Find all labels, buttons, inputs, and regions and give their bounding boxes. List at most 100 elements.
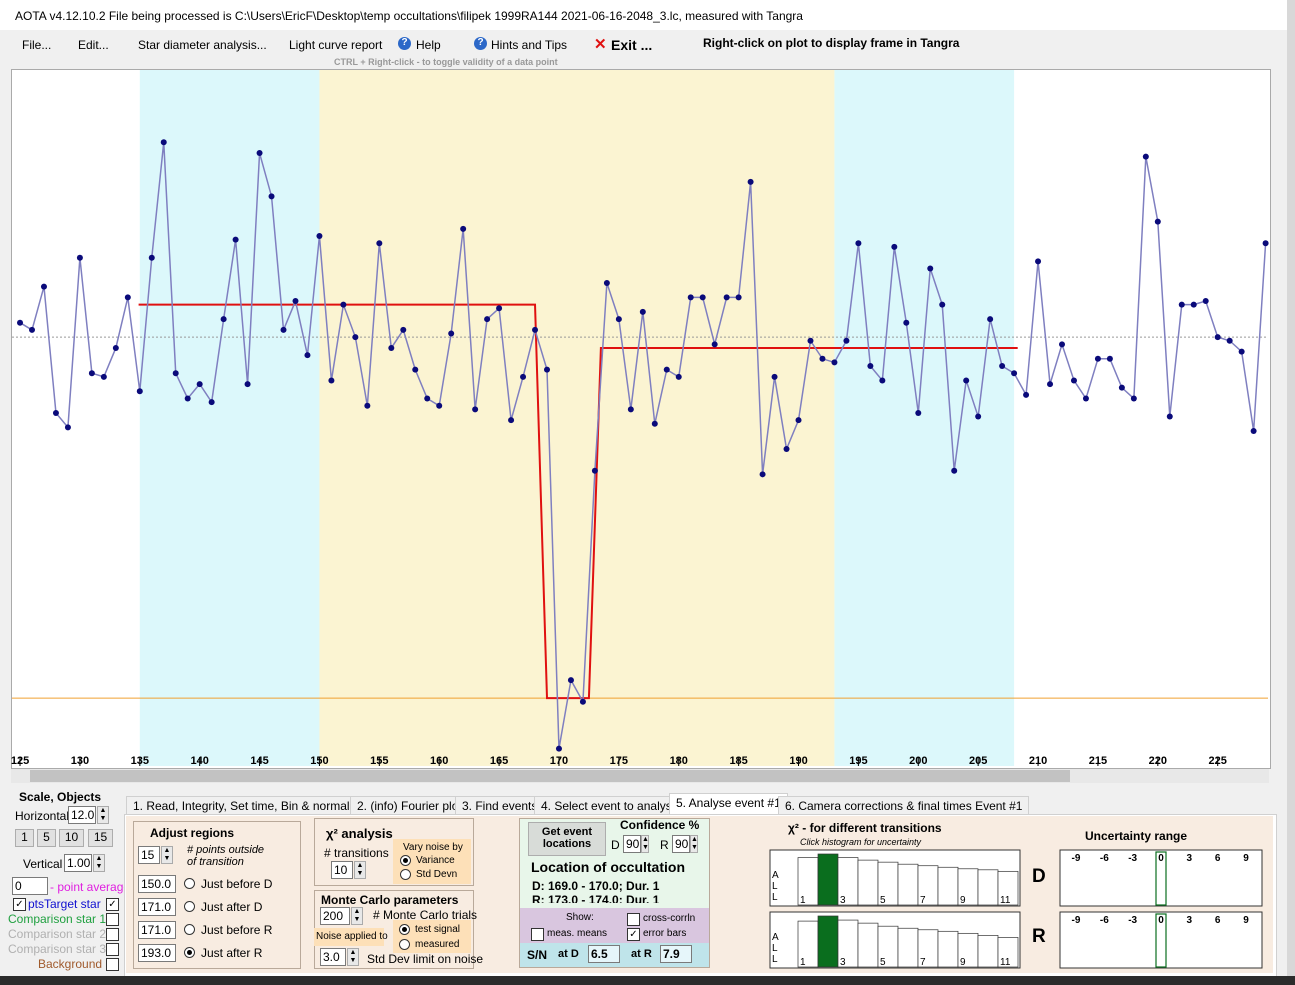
data-point[interactable] <box>280 326 287 333</box>
menu-exit[interactable]: Exit ... <box>611 37 653 53</box>
data-point[interactable] <box>783 446 790 453</box>
histogram-bar[interactable] <box>977 869 999 906</box>
object-checkbox[interactable] <box>106 958 119 971</box>
data-point[interactable] <box>807 337 814 344</box>
data-point[interactable] <box>855 240 862 247</box>
data-point[interactable] <box>472 406 479 413</box>
data-point[interactable] <box>927 265 934 272</box>
data-point[interactable] <box>1070 377 1077 384</box>
data-point[interactable] <box>1047 381 1054 388</box>
data-point[interactable] <box>196 381 203 388</box>
data-point[interactable] <box>508 417 515 424</box>
tab[interactable]: 5. Analyse event #1 <box>669 793 788 814</box>
data-point[interactable] <box>316 233 323 240</box>
data-point[interactable] <box>76 254 83 261</box>
data-point[interactable] <box>939 301 946 308</box>
data-point[interactable] <box>364 402 371 409</box>
data-point[interactable] <box>256 150 263 157</box>
radio[interactable] <box>400 869 411 880</box>
scroll-thumb[interactable] <box>30 770 1070 782</box>
data-point[interactable] <box>1011 370 1018 377</box>
data-point[interactable] <box>172 370 179 377</box>
data-point[interactable] <box>424 395 431 402</box>
tab[interactable]: 6. Camera corrections & final times Even… <box>778 796 1030 814</box>
data-point[interactable] <box>484 316 491 323</box>
data-point[interactable] <box>963 377 970 384</box>
data-point[interactable] <box>400 326 407 333</box>
data-point[interactable] <box>1035 258 1042 265</box>
data-point[interactable] <box>376 240 383 247</box>
trials-input[interactable]: 200 <box>320 907 350 925</box>
menu-star-diameter[interactable]: Star diameter analysis... <box>138 38 267 52</box>
data-point[interactable] <box>723 294 730 301</box>
data-point[interactable] <box>819 355 826 362</box>
points-spin[interactable]: ▲ ▼ <box>161 846 173 864</box>
data-point[interactable] <box>759 471 766 478</box>
data-point[interactable] <box>1166 413 1173 420</box>
data-point[interactable] <box>735 294 742 301</box>
data-point[interactable] <box>496 305 503 312</box>
data-point[interactable] <box>64 424 71 431</box>
data-point[interactable] <box>1023 391 1030 398</box>
menu-help[interactable]: Help <box>416 38 441 52</box>
data-point[interactable] <box>903 319 910 326</box>
data-point[interactable] <box>603 279 610 286</box>
data-point[interactable] <box>208 399 215 406</box>
histogram-bar[interactable] <box>937 866 959 906</box>
data-point[interactable] <box>124 294 131 301</box>
data-point[interactable] <box>1262 240 1269 247</box>
histogram-bar[interactable] <box>857 859 879 906</box>
region-input[interactable]: 150.0 <box>138 875 176 893</box>
data-point[interactable] <box>1154 218 1161 225</box>
histogram-bar[interactable] <box>937 930 959 968</box>
data-point[interactable] <box>1082 395 1089 402</box>
data-point[interactable] <box>843 337 850 344</box>
data-point[interactable] <box>268 193 275 200</box>
menu-report[interactable]: Light curve report <box>289 38 383 52</box>
data-point[interactable] <box>651 420 658 427</box>
show-checkbox[interactable] <box>627 913 640 926</box>
histogram-bar[interactable] <box>817 853 839 906</box>
data-point[interactable] <box>184 395 191 402</box>
data-point[interactable] <box>1142 153 1149 160</box>
data-point[interactable] <box>1202 298 1209 305</box>
data-point[interactable] <box>555 745 562 752</box>
data-point[interactable] <box>160 139 167 146</box>
histogram-bar[interactable] <box>817 915 839 968</box>
data-point[interactable] <box>999 363 1006 370</box>
data-point[interactable] <box>352 334 359 341</box>
data-point[interactable] <box>412 366 419 373</box>
scale-button[interactable]: 10 <box>59 829 84 847</box>
region-input[interactable]: 171.0 <box>138 898 176 916</box>
data-point[interactable] <box>532 326 539 333</box>
data-point[interactable] <box>17 319 24 326</box>
data-point[interactable] <box>436 402 443 409</box>
histogram-bar[interactable] <box>857 922 879 968</box>
data-point[interactable] <box>1178 301 1185 308</box>
data-point[interactable] <box>1130 395 1137 402</box>
data-point[interactable] <box>771 373 778 380</box>
object-checkbox[interactable] <box>106 928 119 941</box>
limit-input[interactable]: 3.0 <box>320 948 346 966</box>
data-point[interactable] <box>639 308 646 315</box>
region-input[interactable]: 171.0 <box>138 921 176 939</box>
data-point[interactable] <box>1059 341 1066 348</box>
limit-spin[interactable]: ▲ ▼ <box>347 948 359 966</box>
data-point[interactable] <box>675 373 682 380</box>
data-point[interactable] <box>52 409 59 416</box>
pts-checkbox[interactable]: ✓ <box>13 898 26 911</box>
data-point[interactable] <box>1250 427 1257 434</box>
data-point[interactable] <box>100 373 107 380</box>
region-radio[interactable] <box>184 924 195 935</box>
data-point[interactable] <box>88 370 95 377</box>
data-point[interactable] <box>747 178 754 185</box>
data-point[interactable] <box>29 326 36 333</box>
transitions-input[interactable]: 10 <box>331 861 353 879</box>
data-point[interactable] <box>244 381 251 388</box>
vertical-spin[interactable]: ▲ ▼ <box>93 854 105 872</box>
data-point[interactable] <box>148 254 155 261</box>
menu-hints[interactable]: Hints and Tips <box>491 38 568 52</box>
menu-edit[interactable]: Edit... <box>78 38 109 52</box>
data-point[interactable] <box>1190 301 1197 308</box>
radio[interactable] <box>400 855 411 866</box>
